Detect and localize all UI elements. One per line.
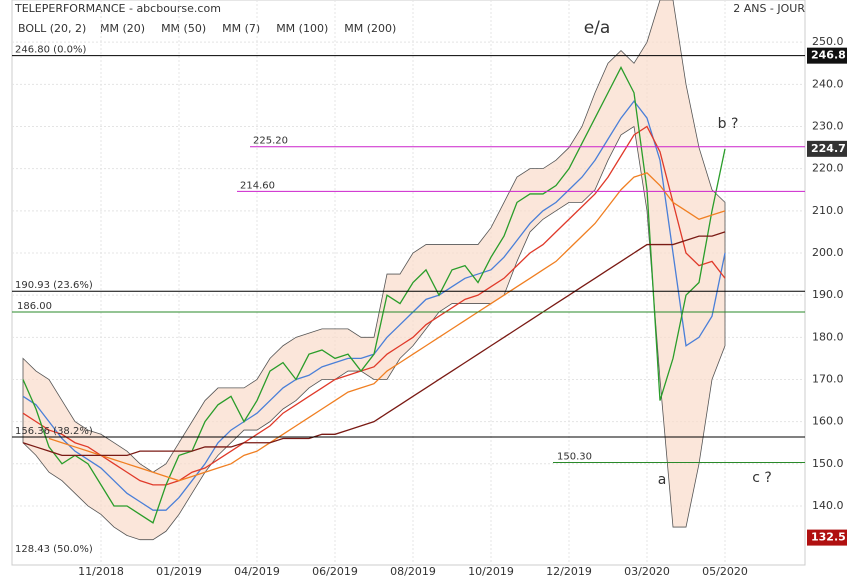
legend: BOLL (20, 2) MM (20) MM (50) MM (7) MM (100)… <box>18 22 396 35</box>
x-tick-label: 04/2019 <box>234 565 280 578</box>
y-tick-label: 210.0 <box>812 204 844 217</box>
price-tag-label: 224.7 <box>811 142 846 155</box>
y-tick-label: 170.0 <box>812 372 844 385</box>
level-label: 156.36 (38.2%) <box>15 426 93 437</box>
price-tag-label: 246.8 <box>811 49 846 62</box>
y-tick-label: 200.0 <box>812 246 844 259</box>
annotation: c ? <box>752 470 772 486</box>
legend-label: MM (20) <box>100 22 145 35</box>
x-tick-label: 12/2019 <box>546 565 592 578</box>
y-tick-label: 230.0 <box>812 119 844 132</box>
y-tick-label: 220.0 <box>812 162 844 175</box>
annotation: e/a <box>584 18 611 38</box>
level-label: 225.20 <box>253 136 288 147</box>
level-label: 150.30 <box>557 452 592 463</box>
x-tick-label: 01/2019 <box>156 565 202 578</box>
price-tag <box>807 47 847 64</box>
legend-label: MM (7) <box>222 22 260 35</box>
level-label: 214.60 <box>240 180 275 191</box>
legend-label: MM (50) <box>161 22 206 35</box>
level-label: 246.80 (0.0%) <box>15 45 86 56</box>
x-tick-label: 10/2019 <box>468 565 514 578</box>
x-tick-label: 06/2019 <box>312 565 358 578</box>
chart-subtitle: 2 ANS - JOUR <box>733 2 805 15</box>
y-tick-label: 240.0 <box>812 77 844 90</box>
legend-label: MM (200) <box>344 22 396 35</box>
y-tick-label: 190.0 <box>812 288 844 301</box>
ma-line <box>48 172 726 482</box>
price-tag <box>807 140 847 157</box>
ma-line <box>22 231 726 457</box>
x-tick-label: 11/2018 <box>78 565 124 578</box>
level-label: 128.43 (50.0%) <box>15 544 93 555</box>
y-tick-label: 180.0 <box>812 330 844 343</box>
annotation: a <box>658 472 667 488</box>
price-tag-label: 132.5 <box>811 531 846 544</box>
bollinger-band <box>22 0 726 541</box>
x-tick-label: 08/2019 <box>390 565 436 578</box>
legend-label: BOLL (20, 2) <box>18 22 86 35</box>
annotation: b ? <box>718 116 739 132</box>
x-tick-label: 03/2020 <box>624 565 670 578</box>
y-tick-label: 250.0 <box>812 35 844 48</box>
legend-label: MM (100) <box>276 22 328 35</box>
chart-title: TELEPERFORMANCE - abcbourse.com <box>14 2 221 15</box>
y-tick-label: 140.0 <box>812 499 844 512</box>
level-label: 190.93 (23.6%) <box>15 280 93 291</box>
ma-line <box>22 125 726 486</box>
price-tag <box>807 529 847 546</box>
y-tick-label: 160.0 <box>812 415 844 428</box>
level-label: 186.00 <box>17 301 52 312</box>
y-tick-label: 150.0 <box>812 457 844 470</box>
ma-line <box>22 66 726 524</box>
x-tick-label: 05/2020 <box>702 565 748 578</box>
